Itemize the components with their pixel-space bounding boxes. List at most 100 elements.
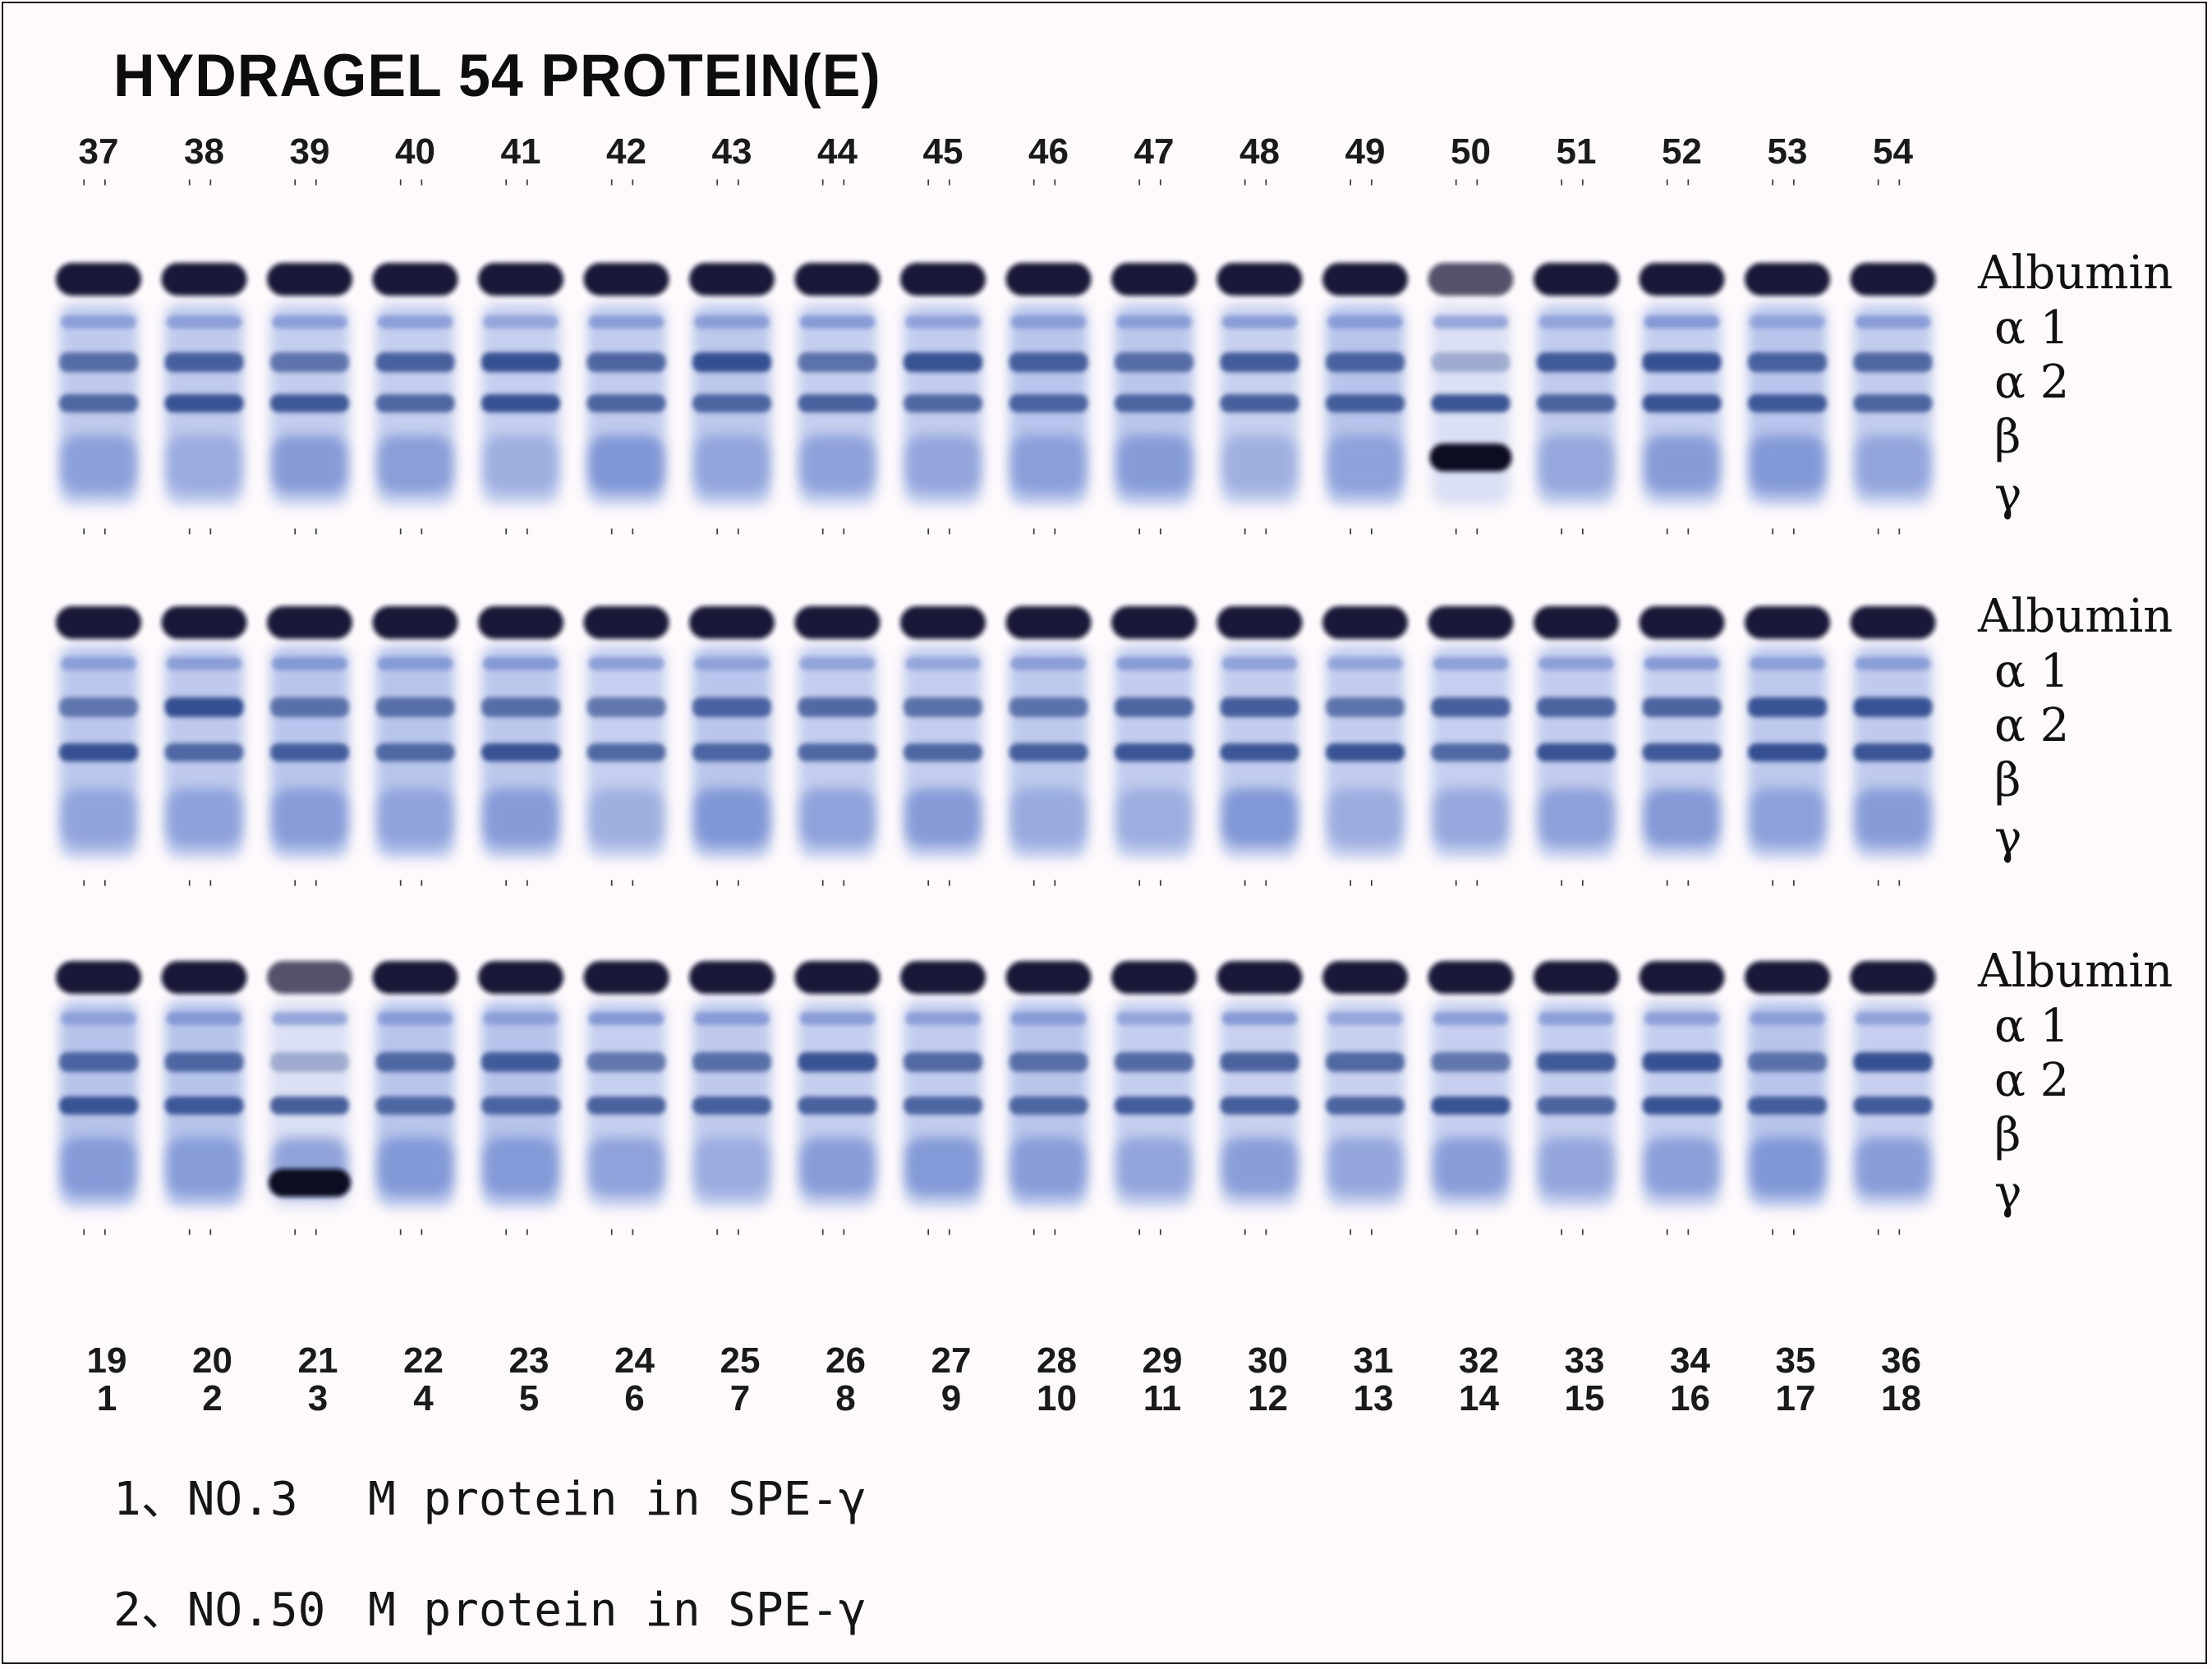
gamma-band [1327,1138,1403,1195]
gel-lane [689,606,775,858]
alpha2-band [1431,1052,1511,1072]
application-tick-row1: ˈˈ [711,526,753,550]
lane-number-secondary: 10 [1037,1378,1077,1418]
gamma-band [905,789,981,846]
fraction-label: α 1 [1994,301,2070,355]
beta-band [1220,743,1299,761]
alpha1-band [1010,657,1087,670]
alpha1-band [166,657,242,670]
gel-lane [161,961,247,1207]
application-tick-top: ˈˈ [922,177,964,201]
albumin-band [478,961,563,994]
lane-number-bottom: 28 [1037,1340,1077,1381]
gel-lane [794,263,881,505]
alpha1-band [61,1012,136,1025]
gel-lane [1534,961,1619,1207]
alpha2-band [270,352,349,372]
alpha2-band [1115,697,1193,717]
application-tick-row1: ˈˈ [77,526,120,550]
beta-band [59,743,138,761]
application-tick-row3: ˈˈ [393,1226,437,1251]
alpha1-band [1538,657,1614,670]
albumin-band [1216,606,1303,639]
application-tick-top: ˈˈ [182,177,226,201]
application-tick-row3: ˈˈ [182,1226,226,1251]
footnote: 2、NO.50 M protein in SPE-γ [113,1573,867,1639]
application-tick-row2: ˈˈ [499,877,542,902]
beta-band [270,394,349,412]
application-tick-top: ˈˈ [1660,177,1704,201]
lane-number-top: 51 [1556,131,1597,172]
fraction-label: γ [1994,468,2022,522]
application-tick-row2: ˈˈ [1344,877,1387,902]
application-tick-row3: ˈˈ [1660,1226,1704,1251]
beta-band [692,394,771,412]
alpha1-band [483,1012,559,1025]
alpha1-band [377,657,453,670]
application-tick-row2: ˈˈ [922,877,964,902]
gamma-band [1538,1138,1614,1195]
gamma-band [166,789,242,846]
albumin-band [478,263,563,296]
gamma-band [272,789,347,846]
application-tick-row2: ˈˈ [1660,877,1704,902]
alpha2-band [164,352,244,372]
application-tick-row2: ˈˈ [816,877,859,902]
lane-number-top: 42 [606,131,646,172]
gamma-band [61,789,136,846]
gel-lane [1005,606,1092,858]
gamma-band [799,435,876,493]
alpha2-band [692,1052,771,1072]
lane-number-top: 46 [1028,131,1069,172]
alpha2-band [1853,352,1933,372]
alpha2-band [164,1052,244,1072]
application-tick-row2: ˈˈ [1449,877,1492,902]
alpha1-band [799,657,876,670]
gamma-band [1221,1138,1298,1195]
application-tick-row3: ˈˈ [711,1226,753,1251]
beta-band [59,394,138,412]
application-tick-row1: ˈˈ [1238,526,1281,550]
gel-lane [478,606,563,858]
gel-lane [1322,606,1408,858]
gel-lane [583,606,669,858]
lane-number-secondary: 4 [413,1378,434,1418]
albumin-band [1111,263,1197,296]
albumin-band [1322,606,1408,639]
lane-number-bottom: 35 [1775,1340,1816,1381]
lane-number-top: 49 [1345,131,1386,172]
application-tick-row2: ˈˈ [77,877,120,902]
application-tick-row3: ˈˈ [816,1226,859,1251]
albumin-label: Albumin [1978,590,2173,643]
gel-lane [1111,263,1197,505]
lane-number-top: 53 [1767,131,1808,172]
application-tick-row1: ˈˈ [922,526,964,550]
alpha1-band [1538,315,1614,329]
beta-band [904,394,982,412]
lane-number-bottom: 30 [1248,1340,1288,1381]
beta-band [1853,394,1933,412]
beta-band [481,394,560,412]
beta-band [164,1097,244,1115]
gamma-band [905,1138,981,1195]
lane-number-bottom: 25 [720,1340,761,1381]
beta-band [1431,743,1511,761]
alpha1-band [799,315,876,329]
gel-lane [161,606,247,858]
albumin-band [372,606,458,639]
gamma-band [1116,789,1192,846]
gel-lane [794,606,881,858]
alpha2-band [692,697,771,717]
alpha2-band [1326,352,1405,372]
albumin-band [161,606,247,639]
lane-number-bottom: 29 [1142,1340,1183,1381]
alpha1-band [1327,315,1403,329]
application-tick-row3: ˈˈ [922,1226,964,1251]
beta-band [586,394,666,412]
albumin-band [900,961,986,994]
gamma-band [1433,1138,1509,1195]
beta-band [1220,1097,1299,1115]
gamma-band [166,435,242,493]
